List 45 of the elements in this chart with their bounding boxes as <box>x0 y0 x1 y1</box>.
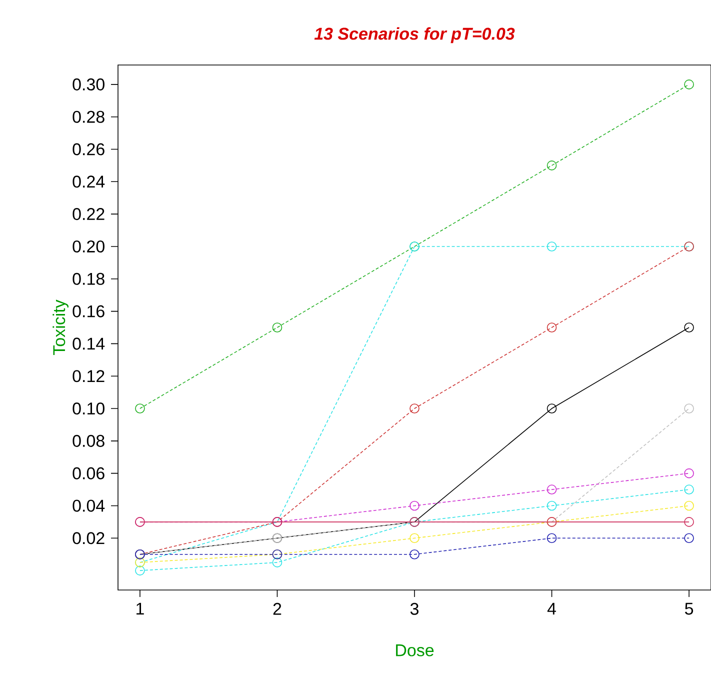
y-tick-label: 0.02 <box>72 532 104 544</box>
point <box>546 322 557 332</box>
y-tick-label: 0.22 <box>72 208 104 220</box>
y-tick-label: 0.06 <box>72 467 104 480</box>
point <box>410 500 420 511</box>
point <box>684 484 694 494</box>
point <box>684 468 694 478</box>
y-tick-label: 0.20 <box>72 240 104 252</box>
point <box>684 533 694 544</box>
y-tick-label: 0.24 <box>72 176 105 188</box>
y-tick-label: 0.14 <box>72 338 105 350</box>
y-tick-label: 0.16 <box>72 305 104 318</box>
point <box>684 404 694 414</box>
x-axis-title: Dose <box>396 644 434 656</box>
point <box>684 500 694 511</box>
y-axis-title: Toxicity <box>52 300 69 355</box>
point <box>684 517 694 527</box>
point <box>546 160 557 170</box>
x-tick-label: 1 <box>136 602 144 615</box>
point <box>272 322 282 332</box>
point <box>410 404 420 414</box>
point <box>546 533 557 544</box>
y-tick-label: 0.18 <box>72 272 104 285</box>
point <box>410 533 420 544</box>
point <box>410 549 420 560</box>
y-tick-label: 0.10 <box>72 402 104 415</box>
x-tick-label: 3 <box>410 602 418 615</box>
point <box>546 404 557 414</box>
x-tick-label: 4 <box>547 602 556 615</box>
point <box>272 558 282 568</box>
y-tick-label: 0.12 <box>72 370 104 382</box>
y-tick-label: 0.26 <box>72 143 104 156</box>
point <box>135 566 145 576</box>
point <box>135 404 145 414</box>
point <box>546 500 557 511</box>
x-tick-label: 2 <box>273 602 282 615</box>
x-tick-label: 5 <box>685 602 694 615</box>
y-tick-label: 0.08 <box>72 434 104 447</box>
y-tick-label: 0.30 <box>72 78 104 90</box>
point <box>684 80 694 90</box>
y-tick-label: 0.28 <box>72 110 104 123</box>
chart-title: 13 Scenarios for pT=0.03 <box>314 27 515 44</box>
point <box>546 484 557 494</box>
y-tick-label: 0.04 <box>72 500 105 512</box>
point <box>684 322 694 332</box>
